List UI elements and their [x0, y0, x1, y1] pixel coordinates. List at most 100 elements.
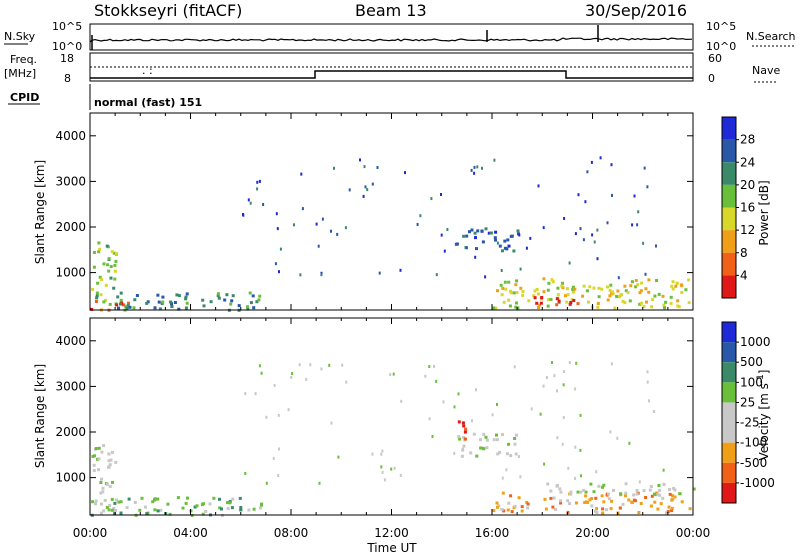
echo-cell [569, 301, 573, 304]
sparse-echo [276, 227, 279, 231]
echo-cell [512, 291, 516, 295]
sparse-echo [273, 383, 276, 387]
echo-cell [507, 280, 511, 284]
echo-cell [602, 500, 606, 504]
echo-cell [592, 286, 596, 290]
echo-cell [602, 483, 606, 487]
sparse-echo [244, 392, 247, 396]
echo-cell [549, 489, 553, 493]
sparse-echo [344, 226, 347, 230]
sparse-echo [404, 171, 406, 175]
echo-cell [229, 302, 233, 306]
colorbar-cell [722, 442, 736, 463]
echo-cell [609, 507, 613, 511]
echo-cell [538, 303, 542, 307]
echo-cell [105, 506, 109, 509]
colorbar-cell [722, 275, 736, 298]
x-tick-label: 20:00 [575, 526, 610, 540]
echo-cell [656, 507, 660, 511]
echo-cell [119, 298, 123, 302]
echo-cell [501, 286, 505, 290]
sparse-echo [590, 160, 593, 164]
echo-cell [493, 236, 497, 240]
sparse-echo [537, 184, 540, 188]
echo-cell [555, 303, 559, 307]
power-axes: 1000 2000 3000 4000 [55, 113, 694, 310]
echo-cell [675, 281, 679, 285]
sparse-echo [321, 217, 324, 221]
sparse-echo [574, 232, 577, 236]
echo-cell [494, 230, 498, 234]
sparse-echo [419, 214, 422, 218]
echo-cell [99, 502, 103, 506]
echo-cell [670, 509, 674, 513]
echo-cell [100, 278, 104, 282]
echo-cell [576, 302, 580, 306]
echo-cell [114, 251, 118, 255]
echo-cell [494, 238, 497, 242]
velocity-data [90, 361, 696, 517]
power-panel: 1000 2000 3000 4000 Slant Range [km] 28 24 20… [33, 112, 771, 312]
sparse-echo [611, 193, 613, 197]
sparse-echo [653, 410, 655, 413]
echo-cell [228, 501, 232, 505]
echo-cell [546, 288, 550, 292]
echo-cell [157, 300, 161, 304]
sparse-echo [453, 405, 456, 409]
echo-cell [582, 489, 586, 492]
echo-cell [568, 302, 572, 306]
velocity-colorbar-label: Velocity [m s-1] [756, 370, 771, 461]
nave-tick-bottom: 0 [708, 72, 715, 85]
echo-cell [627, 498, 631, 502]
echo-cell [246, 307, 250, 311]
echo-cell [462, 435, 466, 439]
echo-cell [618, 506, 622, 510]
echo-cell [113, 501, 117, 505]
sparse-echo [542, 384, 545, 388]
sparse-echo [562, 416, 565, 420]
sparse-echo [277, 474, 280, 477]
sparse-echo [380, 452, 383, 456]
nave-label: Nave [752, 64, 780, 77]
echo-cell [656, 493, 660, 496]
echo-cell [481, 240, 485, 244]
echo-cell [671, 280, 675, 284]
echo-cell [526, 506, 530, 510]
echo-cell [515, 433, 518, 437]
echo-cell [639, 289, 643, 293]
sparse-echo [265, 481, 268, 485]
echo-cell [251, 294, 255, 298]
echo-cell [239, 506, 243, 509]
echo-cell [94, 499, 98, 503]
sparse-echo [493, 158, 496, 162]
echo-cell [527, 299, 531, 303]
echo-cell [507, 244, 511, 248]
sparse-echo [428, 365, 431, 368]
echo-cell [500, 293, 504, 297]
echo-cell [212, 496, 216, 500]
sparse-echo [648, 399, 650, 403]
sparse-echo [318, 481, 321, 485]
echo-cell [462, 424, 466, 428]
sparse-echo [568, 361, 571, 364]
sparse-echo [378, 271, 381, 275]
echo-cell [104, 298, 108, 302]
echo-cell [99, 491, 103, 495]
sparse-echo [631, 223, 634, 227]
sparse-echo [258, 179, 261, 183]
sparse-echo [435, 379, 438, 383]
echo-cell [454, 242, 458, 246]
echo-cell [495, 433, 498, 437]
echo-cell [97, 468, 101, 472]
colorbar-cell [722, 230, 736, 253]
sparse-echo [290, 375, 293, 379]
echo-cell [576, 490, 580, 494]
sparse-echo [393, 466, 396, 470]
echo-cell [110, 497, 114, 501]
echo-cell [673, 495, 677, 499]
echo-cell [92, 251, 96, 254]
echo-cell [161, 295, 165, 299]
sparse-echo [646, 185, 649, 189]
sparse-echo [305, 377, 308, 381]
echo-cell [623, 284, 627, 288]
